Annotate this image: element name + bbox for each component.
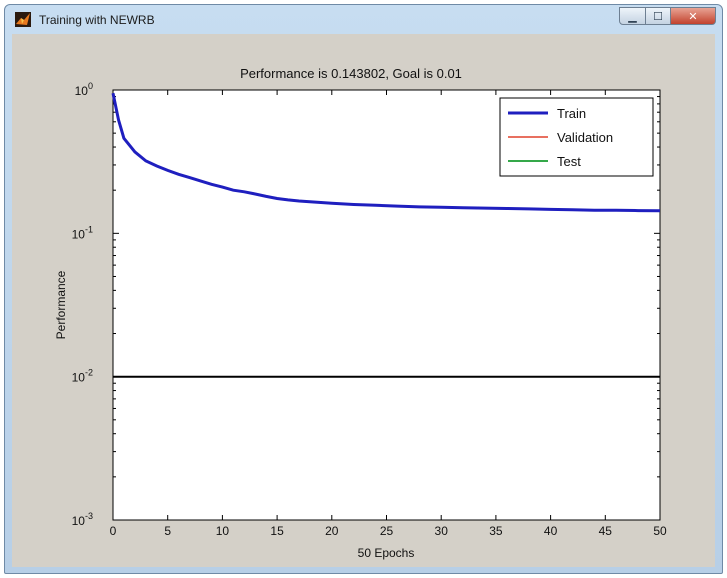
y-tick-base: 10	[72, 227, 86, 241]
x-tick-label: 20	[325, 524, 339, 538]
series-line-train	[111, 92, 661, 213]
y-tick-base: 10	[75, 84, 89, 98]
close-icon: ✕	[688, 10, 698, 23]
legend-label-validation: Validation	[557, 130, 613, 145]
y-tick-label: 100	[75, 81, 93, 98]
window-controls: ▁ ☐ ✕	[619, 7, 716, 25]
legend-label-train: Train	[557, 106, 586, 121]
close-button[interactable]: ✕	[671, 7, 716, 25]
performance-plot: Performance is 0.143802, Goal is 0.01 0 5…	[54, 66, 667, 560]
y-tick-exponent: -2	[85, 368, 93, 378]
x-tick-label: 30	[435, 524, 449, 538]
minimize-icon: ▁	[628, 10, 637, 23]
title-bar[interactable]: Training with NEWRB ▁ ☐ ✕	[5, 5, 722, 33]
y-tick-label: 10-2	[72, 368, 93, 385]
figure-window: Training with NEWRB ▁ ☐ ✕ Performance is…	[4, 4, 723, 574]
y-tick-label: 10-3	[72, 511, 93, 528]
window-title: Training with NEWRB	[39, 13, 155, 27]
chart-title: Performance is 0.143802, Goal is 0.01	[240, 66, 462, 81]
minimize-button[interactable]: ▁	[619, 7, 646, 25]
x-tick-label: 5	[164, 524, 171, 538]
y-tick-exponent: 0	[88, 81, 93, 91]
maximize-button[interactable]: ☐	[646, 7, 671, 25]
x-tick-label: 40	[544, 524, 558, 538]
matlab-icon	[15, 12, 31, 27]
legend: Train Validation Test	[499, 97, 654, 177]
x-tick-label: 25	[380, 524, 394, 538]
x-tick-label: 45	[599, 524, 613, 538]
y-tick-label: 10-1	[72, 224, 93, 241]
y-tick-base: 10	[72, 371, 86, 385]
x-tick-label: 35	[489, 524, 503, 538]
y-tick-exponent: -3	[85, 511, 93, 521]
y-tick-base: 10	[72, 514, 86, 528]
x-tick-label: 0	[110, 524, 117, 538]
y-axis-label: Performance	[54, 270, 68, 339]
figure-area: Performance is 0.143802, Goal is 0.01 0 5…	[12, 34, 715, 567]
maximize-icon: ☐	[653, 10, 663, 23]
x-axis-label: 50 Epochs	[358, 546, 415, 560]
x-tick-label: 10	[216, 524, 230, 538]
x-tick-label: 15	[270, 524, 284, 538]
y-tick-exponent: -1	[85, 224, 93, 234]
legend-label-test: Test	[557, 154, 581, 169]
x-tick-label: 50	[653, 524, 667, 538]
